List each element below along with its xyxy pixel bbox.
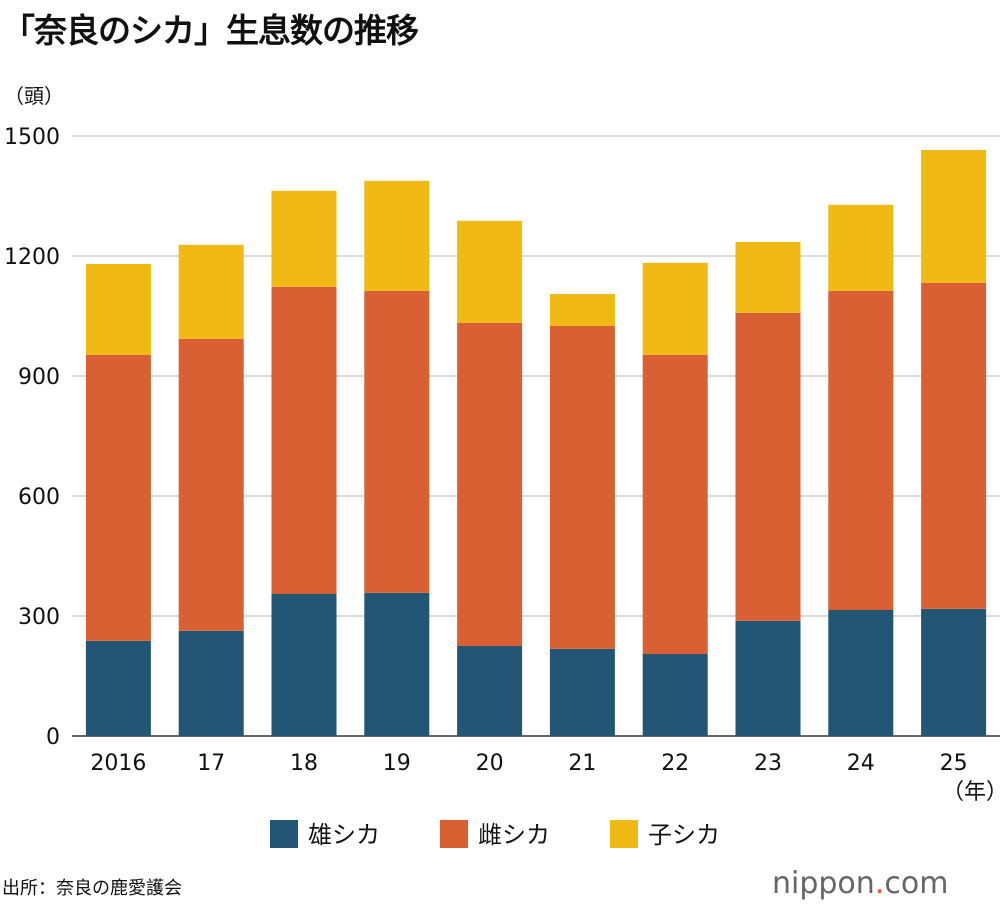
bar-segment xyxy=(549,294,615,326)
bar-segment xyxy=(642,262,708,355)
x-tick-label: 24 xyxy=(847,751,875,776)
source-note: 出所：奈良の鹿愛護会 xyxy=(2,878,182,899)
x-tick-label: 23 xyxy=(754,751,782,776)
bar-segment xyxy=(178,244,244,339)
legend-swatch xyxy=(610,820,638,848)
bar-segment xyxy=(85,354,151,641)
x-tick-label: 25 xyxy=(940,751,968,776)
x-tick-label: 17 xyxy=(197,751,225,776)
y-tick-label: 0 xyxy=(46,725,60,750)
x-tick-label: 22 xyxy=(661,751,689,776)
y-tick-label: 1200 xyxy=(4,245,60,270)
bar-segment xyxy=(364,290,430,593)
bar-segment xyxy=(457,220,523,323)
bar-segment xyxy=(457,322,523,646)
bar-segment xyxy=(178,630,244,736)
bar-segment xyxy=(178,338,244,631)
bar-segment xyxy=(85,640,151,736)
chart-title: 「奈良のシカ」生息数の推移 xyxy=(2,11,419,50)
bar-segment xyxy=(549,648,615,736)
bar-segment xyxy=(271,594,337,736)
y-tick-label: 1500 xyxy=(4,125,60,150)
bar-segment xyxy=(549,326,615,649)
bar-segment xyxy=(271,286,337,594)
legend-swatch xyxy=(440,820,468,848)
bar-segment xyxy=(735,242,801,313)
x-axis-unit: （年） xyxy=(942,780,1000,805)
legend-label: 子シカ xyxy=(648,821,720,849)
legend-swatch xyxy=(270,820,298,848)
bar-segment xyxy=(921,150,987,283)
y-axis-unit: （頭） xyxy=(4,84,64,108)
bar-segment xyxy=(921,282,987,609)
bar-segment xyxy=(642,354,708,654)
bar-segment xyxy=(364,592,430,736)
logo-name: nippon xyxy=(772,866,875,901)
logo-dot: . xyxy=(874,866,885,901)
x-tick-label: 20 xyxy=(476,751,504,776)
bar-segment xyxy=(828,290,894,610)
nippon-logo: nippon.com xyxy=(772,866,948,901)
bar-segment xyxy=(642,654,708,736)
y-tick-label: 300 xyxy=(18,605,60,630)
logo-tld: com xyxy=(884,866,949,901)
bar-segment xyxy=(921,608,987,736)
bar-segment xyxy=(271,190,337,287)
legend-label: 雌シカ xyxy=(478,821,550,849)
legend-label: 雄シカ xyxy=(308,821,380,849)
x-tick-label: 18 xyxy=(290,751,318,776)
bar-segment xyxy=(828,610,894,736)
y-tick-label: 600 xyxy=(18,485,60,510)
bar-segment xyxy=(735,620,801,736)
x-tick-label: 21 xyxy=(568,751,596,776)
x-tick-label: 19 xyxy=(383,751,411,776)
bar-segment xyxy=(364,180,430,291)
bar-segment xyxy=(457,646,523,736)
bar-segment xyxy=(85,264,151,355)
bar-segment xyxy=(828,204,894,291)
y-tick-label: 900 xyxy=(18,365,60,390)
x-tick-label: 2016 xyxy=(90,751,146,776)
bar-segment xyxy=(735,312,801,621)
